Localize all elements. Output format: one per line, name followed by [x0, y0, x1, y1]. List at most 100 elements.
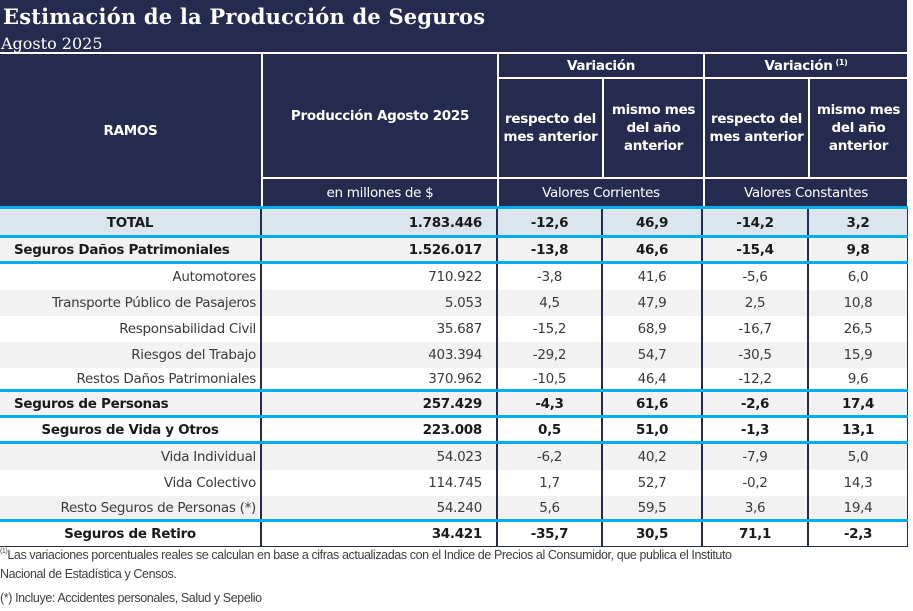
var-corriente-anio-anterior: 61,6 [603, 392, 703, 416]
table-row: Vida Individual 54.023 -6,2 40,2 -7,9 5,0 [0, 444, 908, 470]
var-constante-mes-anterior: -30,5 [703, 342, 809, 368]
var-constante-mes-anterior: -0,2 [703, 470, 809, 496]
var-constante-anio-anterior: 14,3 [809, 470, 908, 496]
table-row: Vida Colectivo 114.745 1,7 52,7 -0,2 14,3 [0, 470, 908, 496]
var-constante-mes-anterior: -7,9 [703, 444, 809, 470]
var-constante-mes-anterior: -15,4 [703, 238, 809, 262]
var-corriente-mes-anterior: -13,8 [498, 238, 603, 262]
produccion-value: 34.421 [262, 522, 498, 546]
table-row: TOTAL 1.783.446 -12,6 46,9 -14,2 3,2 [0, 209, 908, 236]
produccion-value: 403.394 [262, 342, 498, 368]
section-separator [0, 235, 908, 238]
header-divider [261, 177, 908, 179]
var-corriente-anio-anterior: 46,9 [603, 209, 703, 236]
header-line: mes anterior [503, 129, 598, 145]
row-label: Resto Seguros de Personas (*) [0, 496, 262, 520]
var-constante-mes-anterior: 71,1 [703, 522, 809, 546]
var-constante-mes-anterior: -5,6 [703, 264, 809, 290]
section-separator [0, 389, 908, 392]
header-line: mismo mes [816, 102, 901, 118]
table-row: Seguros de Vida y Otros 223.008 0,5 51,0 -1,… [0, 418, 908, 442]
table-row: Riesgos del Trabajo 403.394 -29,2 54,7 -30,5… [0, 342, 908, 368]
var-constante-anio-anterior: 10,8 [809, 290, 908, 316]
column-header-ramos: RAMOS [103, 122, 158, 139]
row-label: Vida Individual [0, 444, 262, 470]
var-corriente-anio-anterior: 46,6 [603, 238, 703, 262]
produccion-value: 1.783.446 [262, 209, 498, 236]
column-header-corr-anio-anterior: mismo mes del año anterior [604, 79, 703, 177]
column-header-const-anio-anterior: mismo mes del año anterior [810, 79, 907, 177]
row-label: Responsabilidad Civil [0, 316, 262, 342]
var-constante-anio-anterior: 6,0 [809, 264, 908, 290]
produccion-value: 1.526.017 [262, 238, 498, 262]
table-row: Seguros Daños Patrimoniales 1.526.017 -13,… [0, 238, 908, 262]
column-header-corr-mes-anterior: respecto del mes anterior [499, 79, 602, 177]
var-corriente-mes-anterior: -4,3 [498, 392, 603, 416]
page-title: Estimación de la Producción de Seguros [3, 4, 486, 29]
var-corriente-mes-anterior: -12,6 [498, 209, 603, 236]
header-line: del año [831, 120, 886, 136]
var-corriente-mes-anterior: 0,5 [498, 418, 603, 442]
column-group-variacion-nominal: Variación [566, 57, 636, 74]
row-label: Seguros de Personas [0, 392, 262, 416]
var-constante-mes-anterior: 3,6 [703, 496, 809, 520]
footnote-1: (1)Las variaciones porcentuales reales s… [0, 548, 732, 562]
var-constante-mes-anterior: 2,5 [703, 290, 809, 316]
header-divider [0, 52, 908, 54]
section-separator [0, 261, 908, 264]
var-corriente-anio-anterior: 52,7 [603, 470, 703, 496]
header-line: respecto del [505, 111, 596, 127]
header-line: del año [626, 120, 681, 136]
var-corriente-mes-anterior: -35,7 [498, 522, 603, 546]
row-label: Seguros de Retiro [0, 522, 262, 546]
var-constante-anio-anterior: 26,5 [809, 316, 908, 342]
footnote-1-continued: Nacional de Estadística y Censos. [0, 567, 177, 581]
column-header-valores-constantes: Valores Constantes [744, 185, 868, 201]
row-label: Vida Colectivo [0, 470, 262, 496]
var-corriente-anio-anterior: 41,6 [603, 264, 703, 290]
row-label: Seguros de Vida y Otros [0, 418, 262, 442]
var-constante-mes-anterior: -2,6 [703, 392, 809, 416]
produccion-value: 710.922 [262, 264, 498, 290]
var-corriente-mes-anterior: -10,5 [498, 368, 603, 390]
header-divider [497, 77, 908, 79]
header-divider [497, 52, 499, 207]
header-line: respecto del [711, 111, 802, 127]
header-line: mismo mes [611, 102, 696, 118]
header-line: mes anterior [709, 129, 804, 145]
row-label: Restos Daños Patrimoniales [0, 368, 262, 390]
table-bottom-border [0, 546, 908, 547]
row-label: TOTAL [0, 209, 262, 236]
table-row: Seguros de Personas 257.429 -4,3 61,6 -2,6 17… [0, 392, 908, 416]
var-constante-anio-anterior: 9,8 [809, 238, 908, 262]
produccion-value: 223.008 [262, 418, 498, 442]
header-divider [907, 0, 909, 207]
var-corriente-mes-anterior: -29,2 [498, 342, 603, 368]
column-header-valores-corrientes: Valores Corrientes [542, 185, 660, 201]
footnote-1-text: Las variaciones porcentuales reales se c… [7, 548, 732, 562]
var-constante-anio-anterior: 5,0 [809, 444, 908, 470]
column-header-const-mes-anterior: respecto del mes anterior [705, 79, 808, 177]
produccion-value: 54.240 [262, 496, 498, 520]
header-line: anterior [623, 138, 684, 154]
table-row: Automotores 710.922 -3,8 41,6 -5,6 6,0 [0, 264, 908, 290]
var-corriente-anio-anterior: 30,5 [603, 522, 703, 546]
var-corriente-anio-anterior: 59,5 [603, 496, 703, 520]
var-constante-mes-anterior: -12,2 [703, 368, 809, 390]
var-constante-mes-anterior: -14,2 [703, 209, 809, 236]
var-constante-anio-anterior: 17,4 [809, 392, 908, 416]
var-constante-anio-anterior: 3,2 [809, 209, 908, 236]
header-divider [808, 78, 810, 178]
produccion-value: 114.745 [262, 470, 498, 496]
var-corriente-mes-anterior: -3,8 [498, 264, 603, 290]
header-divider [602, 78, 604, 178]
column-header-produccion: Producción Agosto 2025 [290, 107, 470, 124]
table-row: Resto Seguros de Personas (*) 54.240 5,6 59… [0, 496, 908, 520]
row-label: Riesgos del Trabajo [0, 342, 262, 368]
row-label: Seguros Daños Patrimoniales [0, 238, 262, 262]
column-group-variacion-real: Variación (1) [705, 54, 907, 77]
page-subtitle: Agosto 2025 [1, 34, 103, 53]
footnote-2: (*) Incluye: Accidentes personales, Salu… [0, 591, 262, 605]
produccion-value: 257.429 [262, 392, 498, 416]
table-row: Restos Daños Patrimoniales 370.962 -10,5 46… [0, 368, 908, 390]
